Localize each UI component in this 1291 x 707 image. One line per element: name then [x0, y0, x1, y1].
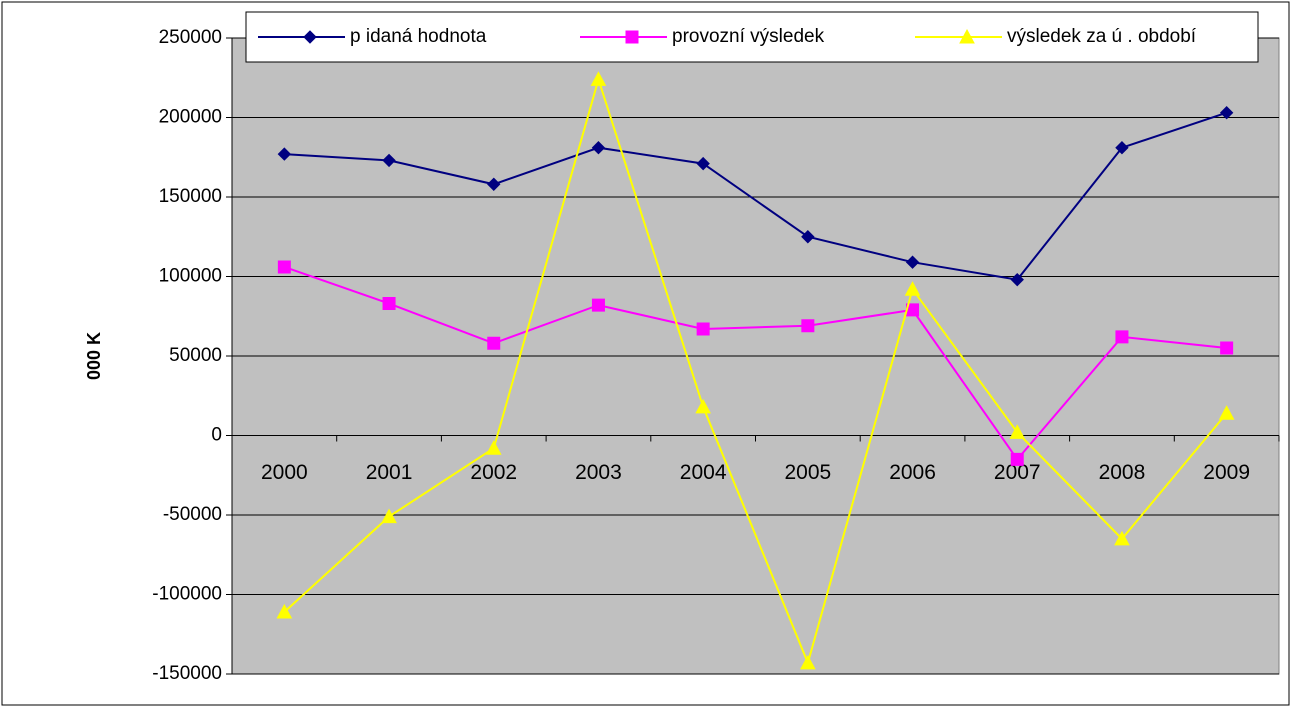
data-point	[276, 603, 293, 619]
data-point	[591, 298, 605, 312]
legend-label: p idaná hodnota	[350, 26, 487, 47]
x-tick-label: 2000	[261, 461, 308, 484]
legend-box	[245, 11, 1259, 63]
y-tick-label: 150000	[159, 186, 222, 207]
data-point	[1115, 141, 1129, 155]
data-point	[487, 177, 501, 191]
legend-marker	[625, 30, 639, 44]
data-point	[801, 230, 815, 244]
data-point	[382, 297, 396, 311]
x-tick-label: 2005	[784, 461, 831, 484]
y-tick-label: -100000	[152, 584, 222, 605]
data-point	[1009, 424, 1026, 439]
x-tick-label: 2002	[470, 461, 517, 484]
legend-marker	[959, 28, 975, 44]
data-point	[1010, 272, 1024, 287]
legend-marker	[303, 30, 317, 44]
data-point	[905, 255, 920, 269]
data-point	[1218, 405, 1235, 420]
y-tick-label: 0	[211, 425, 222, 446]
data-point	[904, 281, 921, 296]
data-point	[1220, 341, 1234, 355]
y-tick-label: -50000	[163, 504, 222, 525]
x-tick-label: 2003	[575, 461, 622, 484]
x-tick-label: 2008	[1099, 461, 1146, 484]
series-line	[283, 75, 1228, 666]
series-line	[284, 266, 1227, 461]
data-point	[800, 654, 816, 670]
data-point	[591, 141, 606, 155]
y-tick-label: 50000	[169, 345, 222, 366]
data-point	[1219, 106, 1234, 120]
data-point	[696, 156, 710, 171]
data-point	[1010, 452, 1024, 466]
data-point	[485, 440, 502, 455]
y-tick-label: -150000	[152, 663, 222, 684]
data-point	[801, 319, 815, 333]
y-axis-label: 000 K	[84, 332, 104, 380]
data-point	[1115, 330, 1129, 344]
y-tick-label: 250000	[159, 27, 222, 48]
x-tick-label: 2004	[680, 461, 727, 484]
x-tick-label: 2009	[1203, 461, 1250, 484]
y-tick-label: 100000	[159, 266, 222, 287]
data-point	[382, 153, 396, 168]
legend-label: výsledek za ú . období	[1007, 26, 1197, 47]
data-point	[1114, 530, 1130, 546]
data-point	[696, 322, 710, 336]
data-point	[381, 508, 397, 524]
series-line	[284, 111, 1227, 281]
data-point	[277, 147, 292, 161]
legend-label: provozní výsledek	[672, 26, 825, 47]
data-point	[277, 260, 291, 274]
x-tick-label: 2007	[994, 461, 1041, 484]
data-point	[487, 336, 501, 350]
x-tick-label: 2006	[889, 461, 936, 484]
y-tick-label: 200000	[159, 107, 222, 128]
legend: p idaná hodnota provozní výsledek výsledek…	[245, 11, 1259, 63]
x-tick-label: 2001	[366, 461, 413, 484]
data-point	[695, 398, 711, 414]
data-point	[590, 71, 607, 86]
